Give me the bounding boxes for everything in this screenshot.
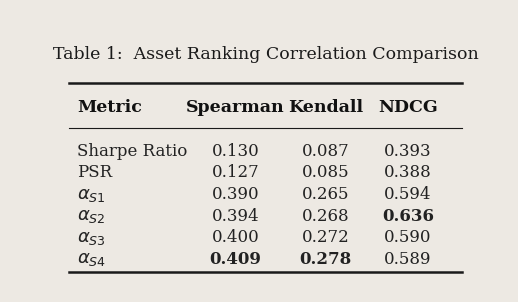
Text: 0.636: 0.636 — [382, 208, 434, 225]
Text: 0.272: 0.272 — [302, 229, 350, 246]
Text: Sharpe Ratio: Sharpe Ratio — [77, 143, 187, 160]
Text: PSR: PSR — [77, 165, 112, 182]
Text: Spearman: Spearman — [186, 99, 285, 116]
Text: Metric: Metric — [77, 99, 141, 116]
Text: 0.388: 0.388 — [384, 165, 432, 182]
Text: 0.393: 0.393 — [384, 143, 432, 160]
Text: $\alpha_{S4}$: $\alpha_{S4}$ — [77, 250, 106, 268]
Text: $\alpha_{S1}$: $\alpha_{S1}$ — [77, 186, 106, 204]
Text: 0.130: 0.130 — [211, 143, 259, 160]
Text: 0.400: 0.400 — [211, 229, 259, 246]
Text: 0.394: 0.394 — [211, 208, 259, 225]
Text: 0.265: 0.265 — [302, 186, 350, 203]
Text: 0.589: 0.589 — [384, 251, 431, 268]
Text: 0.590: 0.590 — [384, 229, 431, 246]
Text: 0.127: 0.127 — [211, 165, 259, 182]
Text: 0.087: 0.087 — [302, 143, 350, 160]
Text: NDCG: NDCG — [378, 99, 438, 116]
Text: 0.390: 0.390 — [211, 186, 259, 203]
Text: 0.085: 0.085 — [302, 165, 350, 182]
Text: 0.278: 0.278 — [299, 251, 352, 268]
Text: Kendall: Kendall — [288, 99, 363, 116]
Text: $\alpha_{S2}$: $\alpha_{S2}$ — [77, 207, 105, 225]
Text: 0.409: 0.409 — [209, 251, 261, 268]
Text: $\alpha_{S3}$: $\alpha_{S3}$ — [77, 229, 106, 247]
Text: 0.594: 0.594 — [384, 186, 431, 203]
Text: 0.268: 0.268 — [302, 208, 350, 225]
Text: Table 1:  Asset Ranking Correlation Comparison: Table 1: Asset Ranking Correlation Compa… — [53, 46, 478, 63]
